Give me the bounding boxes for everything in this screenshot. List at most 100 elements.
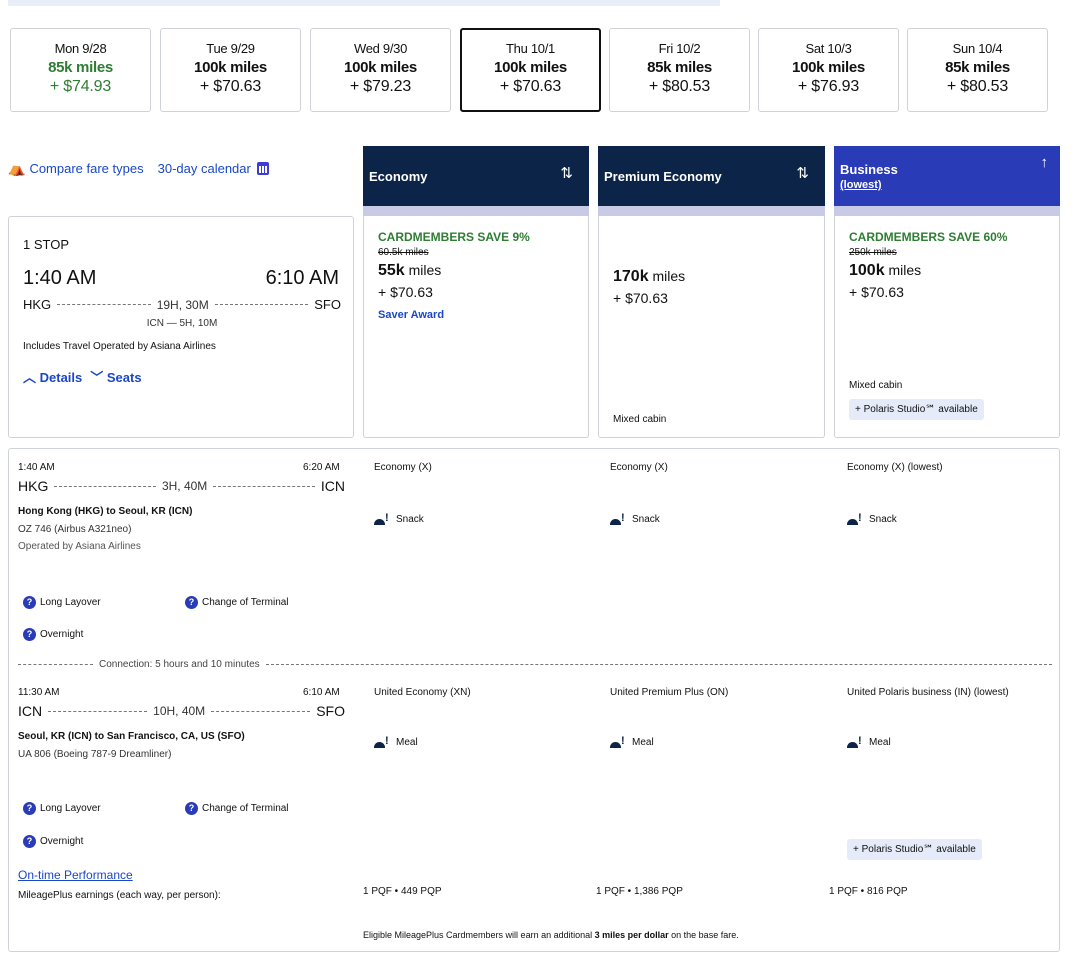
change-terminal-warning[interactable]: ? Change of Terminal [185, 802, 289, 815]
meal-icon [610, 512, 626, 525]
compare-fare-types-link[interactable]: ⛺ Compare fare types [8, 160, 144, 177]
miles-unit: miles [652, 268, 686, 284]
date-option[interactable]: Sat 10/3 100k miles + $76.93 [758, 28, 899, 112]
date-option[interactable]: Wed 9/30 100k miles + $79.23 [310, 28, 451, 112]
warning-label: Change of Terminal [202, 597, 289, 608]
segment-cabin-business: United Polaris business (IN) (lowest) [847, 687, 1009, 698]
date-price: + $70.63 [199, 78, 262, 95]
segment-route-text: Seoul, KR (ICN) to San Francisco, CA, US… [18, 731, 245, 742]
date-price: + $74.93 [49, 78, 112, 95]
fare-price: + $70.63 [849, 284, 904, 300]
destination-code: SFO [314, 297, 341, 312]
earnings-label: MileagePlus earnings (each way, per pers… [18, 890, 221, 901]
duration: 19H, 30M [156, 297, 209, 312]
date-label: Sun 10/4 [952, 41, 1003, 56]
long-layover-warning[interactable]: ? Long Layover [23, 596, 101, 609]
details-toggle[interactable]: ︿ Details [23, 367, 82, 386]
calendar-link[interactable]: 30-day calendar [158, 161, 269, 176]
sort-icon[interactable]: ⇅ [796, 165, 809, 182]
earnings-premium: 1 PQF • 1,386 PQP [596, 886, 683, 897]
sort-up-icon[interactable]: ↑ [1040, 154, 1049, 171]
meal-icon [610, 735, 626, 748]
cabin-header-economy[interactable]: Economy ⇅ [363, 146, 589, 216]
meal-label: Snack [396, 514, 424, 525]
help-icon: ? [23, 835, 36, 848]
sort-icon[interactable]: ⇅ [560, 165, 573, 182]
seats-label: Seats [106, 370, 142, 385]
flight-summary-card: 1 STOP 1:40 AM 6:10 AM HKG 19H, 30M SFO … [8, 216, 354, 438]
fare-business[interactable]: CARDMEMBERS SAVE 60% 250k miles 100k mil… [834, 216, 1060, 438]
change-terminal-warning[interactable]: ? Change of Terminal [185, 596, 289, 609]
cabin-header-business[interactable]: Business (lowest) ↑ [834, 146, 1060, 216]
overnight-warning[interactable]: ? Overnight [23, 835, 83, 848]
eligible-bold: 3 miles per dollar [594, 930, 669, 940]
segment-duration: 3H, 40M [161, 479, 208, 493]
date-price: + $80.53 [648, 78, 711, 95]
date-label: Fri 10/2 [658, 41, 701, 56]
warning-label: Overnight [40, 629, 84, 640]
miles-unit: miles [408, 262, 442, 278]
calendar-label: 30-day calendar [157, 161, 251, 176]
segment-destination: SFO [316, 703, 345, 719]
date-option[interactable]: Fri 10/2 85k miles + $80.53 [609, 28, 750, 112]
long-layover-warning[interactable]: ? Long Layover [23, 802, 101, 815]
seats-toggle[interactable]: ﹀ Seats [90, 367, 141, 386]
fare-economy[interactable]: CARDMEMBERS SAVE 9% 60.5k miles 55k mile… [363, 216, 589, 438]
meal-info: Snack [374, 512, 424, 525]
date-price: + $79.23 [349, 78, 412, 95]
segment-cabin-premium: United Premium Plus (ON) [610, 687, 729, 698]
segment-operator: Operated by Asiana Airlines [18, 541, 141, 552]
meal-label: Meal [632, 737, 654, 748]
fare-price: + $70.63 [613, 290, 668, 306]
compare-label: Compare fare types [29, 161, 144, 176]
date-option[interactable]: Sun 10/4 85k miles + $80.53 [907, 28, 1048, 112]
overnight-warning[interactable]: ? Overnight [23, 628, 83, 641]
mixed-cabin-note: Mixed cabin [613, 414, 667, 425]
meal-icon [374, 735, 390, 748]
meal-info: Snack [847, 512, 897, 525]
date-option[interactable]: Mon 9/28 85k miles + $74.93 [10, 28, 151, 112]
segment-arrive-time: 6:10 AM [303, 687, 340, 698]
chevron-down-icon: ﹀ [90, 370, 107, 385]
warning-label: Change of Terminal [202, 803, 289, 814]
date-option-selected[interactable]: Thu 10/1 100k miles + $70.63 [460, 28, 601, 112]
fare-miles: 100k miles [849, 262, 1045, 280]
seat-icon: ⛺ [8, 160, 26, 176]
miles-unit: miles [888, 262, 922, 278]
meal-icon [847, 735, 863, 748]
date-miles: 100k miles [494, 59, 567, 76]
connection-divider: Connection: 5 hours and 10 minutes [18, 659, 1052, 670]
segment-cabin-economy: Economy (X) [374, 462, 432, 473]
date-miles: 100k miles [194, 59, 267, 76]
date-label: Tue 9/29 [206, 41, 255, 56]
summary-links: ︿ Details ﹀ Seats [23, 367, 142, 386]
help-icon: ? [23, 802, 36, 815]
calendar-icon [256, 162, 269, 175]
meal-icon [847, 512, 863, 525]
lowest-link[interactable]: (lowest) [840, 179, 882, 191]
warning-label: Long Layover [40, 803, 101, 814]
meal-info: Meal [610, 735, 654, 748]
date-option[interactable]: Tue 9/29 100k miles + $70.63 [160, 28, 301, 112]
meal-label: Snack [632, 514, 660, 525]
arrive-time: 6:10 AM [265, 267, 339, 289]
segment-flight-number: OZ 746 (Airbus A321neo) [18, 524, 132, 535]
fare-premium[interactable]: 170k miles + $70.63 Mixed cabin [598, 216, 825, 438]
eligible-pre: Eligible MileagePlus Cardmembers will ea… [363, 930, 595, 940]
date-miles: 100k miles [792, 59, 865, 76]
meal-info: Snack [610, 512, 660, 525]
fare-miles: 170k miles [613, 268, 810, 286]
date-price: + $70.63 [499, 78, 562, 95]
meal-info: Meal [847, 735, 891, 748]
cabin-header-premium[interactable]: Premium Economy ⇅ [598, 146, 825, 216]
help-icon: ? [23, 628, 36, 641]
on-time-performance-link[interactable]: On-time Performance [18, 868, 133, 882]
meal-icon [374, 512, 390, 525]
date-price: + $76.93 [797, 78, 860, 95]
earnings-business: 1 PQF • 816 PQP [829, 886, 908, 897]
segment-route-line: HKG 3H, 40M ICN [18, 478, 345, 494]
depart-time: 1:40 AM [23, 267, 97, 289]
meal-label: Meal [396, 737, 418, 748]
date-label: Thu 10/1 [506, 41, 555, 56]
operated-note: Includes Travel Operated by Asiana Airli… [23, 341, 216, 352]
